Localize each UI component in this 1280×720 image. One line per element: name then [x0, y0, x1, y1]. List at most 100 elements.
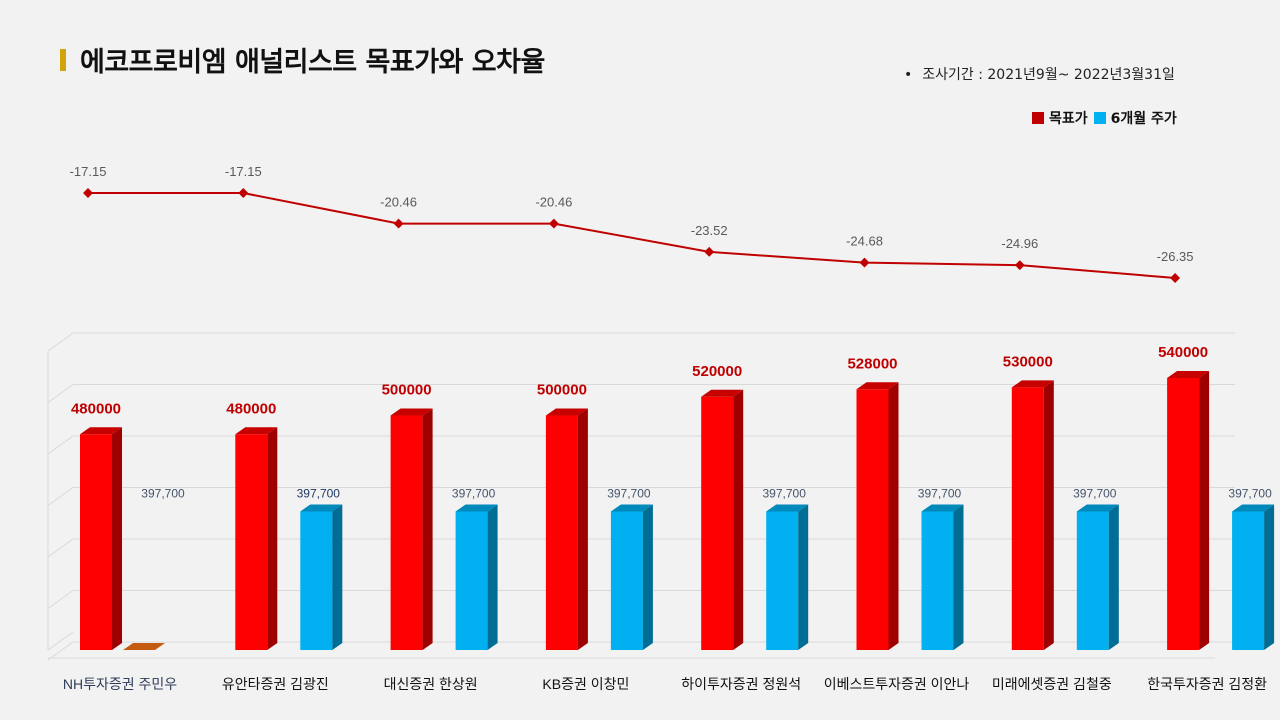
- error-label-0: -17.15: [70, 164, 107, 179]
- error-label-6: -24.96: [1001, 236, 1038, 251]
- error-point-3: [548, 218, 559, 229]
- price-bar-3-top: [610, 504, 653, 512]
- price-bar-4-side: [798, 504, 809, 650]
- price-bar-2-side: [487, 504, 498, 650]
- target-bar-3-top: [545, 408, 588, 416]
- error-point-2: [393, 218, 404, 229]
- target-bar-0-top: [80, 427, 122, 435]
- error-label-4: -23.52: [691, 223, 728, 238]
- price-bar-0-flat: [123, 643, 165, 650]
- target-bar-6-side: [1043, 380, 1054, 650]
- error-point-6: [1014, 260, 1025, 271]
- legend-item-target: 목표가: [1032, 108, 1088, 128]
- category-label-6: 미래에셋증권 김철중: [992, 676, 1112, 692]
- target-bar-7-top: [1167, 371, 1210, 378]
- target-bar-2-top: [390, 408, 433, 416]
- target-bar-4-top: [701, 389, 744, 397]
- target-label-7: 540000: [1158, 344, 1208, 361]
- title-area: 에코프로비엠 애널리스트 목표가와 오차율: [60, 40, 545, 79]
- price-bar-5-front: [921, 511, 954, 650]
- price-bar-3-front: [610, 511, 643, 650]
- target-bar-3-side: [577, 408, 588, 650]
- price-bar-6-front: [1076, 511, 1109, 650]
- price-label-2: 397,700: [452, 486, 496, 500]
- target-bar-1-top: [235, 427, 278, 435]
- category-label-7: 한국투자증권 김정환: [1147, 676, 1267, 692]
- target-bar-6-front: [1011, 387, 1044, 650]
- category-label-1: 유안타증권 김광진: [222, 676, 329, 692]
- gridline-depth-4: [47, 538, 74, 558]
- gridline-depth-6: [47, 641, 74, 661]
- price-label-3: 397,700: [607, 486, 651, 500]
- price-bar-1-top: [300, 504, 343, 512]
- target-bar-1-side: [267, 427, 278, 650]
- period-text: 조사기간 : 2021년9월~ 2022년3월31일: [922, 67, 1175, 83]
- target-bar-0-front: [80, 434, 112, 650]
- axis-depth-left: [47, 631, 74, 651]
- target-bar-2-front: [390, 415, 423, 650]
- target-bar-7-side: [1199, 371, 1210, 650]
- price-bar-2-top: [455, 504, 498, 512]
- price-label-7: 397,700: [1228, 486, 1272, 500]
- category-label-2: 대신증권 한상원: [384, 676, 478, 692]
- period-bullet: •: [904, 67, 913, 83]
- legend-label-price: 6개월 주가: [1110, 111, 1177, 127]
- price-label-1: 397,700: [297, 486, 341, 500]
- category-label-3: KB증권 이창민: [542, 676, 629, 692]
- gridline-depth-5: [47, 590, 74, 609]
- target-label-4: 520000: [692, 363, 742, 380]
- price-label-6: 397,700: [1073, 486, 1117, 500]
- target-bar-2-side: [422, 408, 433, 650]
- price-bar-2-front: [455, 511, 488, 650]
- price-label-5: 397,700: [918, 486, 962, 500]
- survey-period: • 조사기간 : 2021년9월~ 2022년3월31일: [904, 64, 1175, 84]
- gridline-depth-2: [47, 435, 74, 455]
- error-point-0: [83, 188, 93, 198]
- target-bar-4-side: [733, 389, 744, 650]
- target-bar-4-front: [701, 396, 734, 650]
- target-label-3: 500000: [537, 382, 587, 399]
- error-label-2: -20.46: [380, 195, 417, 210]
- error-label-7: -26.35: [1157, 249, 1194, 264]
- price-bar-4-top: [766, 504, 809, 512]
- price-label-0: 397,700: [141, 486, 185, 500]
- error-point-4: [704, 246, 715, 257]
- category-label-0: NH투자증권 주민우: [63, 676, 177, 692]
- category-label-5: 이베스트투자증권 이안나: [824, 676, 970, 692]
- gridline-depth-3: [47, 487, 74, 506]
- gridline-depth-0: [47, 332, 74, 352]
- target-bar-3-front: [545, 415, 578, 650]
- price-bar-1-side: [332, 504, 343, 650]
- legend-label-target: 목표가: [1049, 111, 1088, 127]
- target-bar-5-top: [856, 382, 899, 390]
- target-label-6: 530000: [1003, 353, 1053, 370]
- target-label-2: 500000: [382, 382, 432, 399]
- price-bar-1-front: [300, 511, 333, 650]
- error-label-3: -20.46: [535, 195, 572, 210]
- error-line: [88, 192, 1176, 279]
- price-bar-6-side: [1108, 504, 1119, 650]
- price-label-4: 397,700: [763, 486, 807, 500]
- price-bar-7-front: [1232, 511, 1265, 650]
- target-bar-5-side: [888, 382, 899, 650]
- target-bar-0-side: [112, 427, 122, 650]
- legend-swatch-price: [1093, 112, 1106, 124]
- category-label-4: 하이투자증권 정원석: [681, 676, 801, 692]
- price-bar-7-side: [1264, 504, 1275, 650]
- price-bar-4-front: [766, 511, 799, 650]
- price-bar-6-top: [1076, 504, 1119, 512]
- legend-swatch-target: [1032, 112, 1044, 124]
- price-bar-5-top: [921, 504, 964, 512]
- legend: 목표가 6개월 주가: [1032, 108, 1183, 128]
- title-marker: [60, 48, 66, 71]
- target-bar-7-front: [1167, 378, 1200, 650]
- target-bar-6-top: [1011, 380, 1054, 388]
- error-point-1: [238, 188, 249, 198]
- error-label-1: -17.15: [225, 164, 262, 179]
- target-label-1: 480000: [226, 400, 276, 417]
- price-bar-5-side: [953, 504, 964, 650]
- error-label-5: -24.68: [846, 234, 883, 249]
- price-bar-7-top: [1232, 504, 1275, 512]
- target-label-5: 528000: [847, 355, 897, 372]
